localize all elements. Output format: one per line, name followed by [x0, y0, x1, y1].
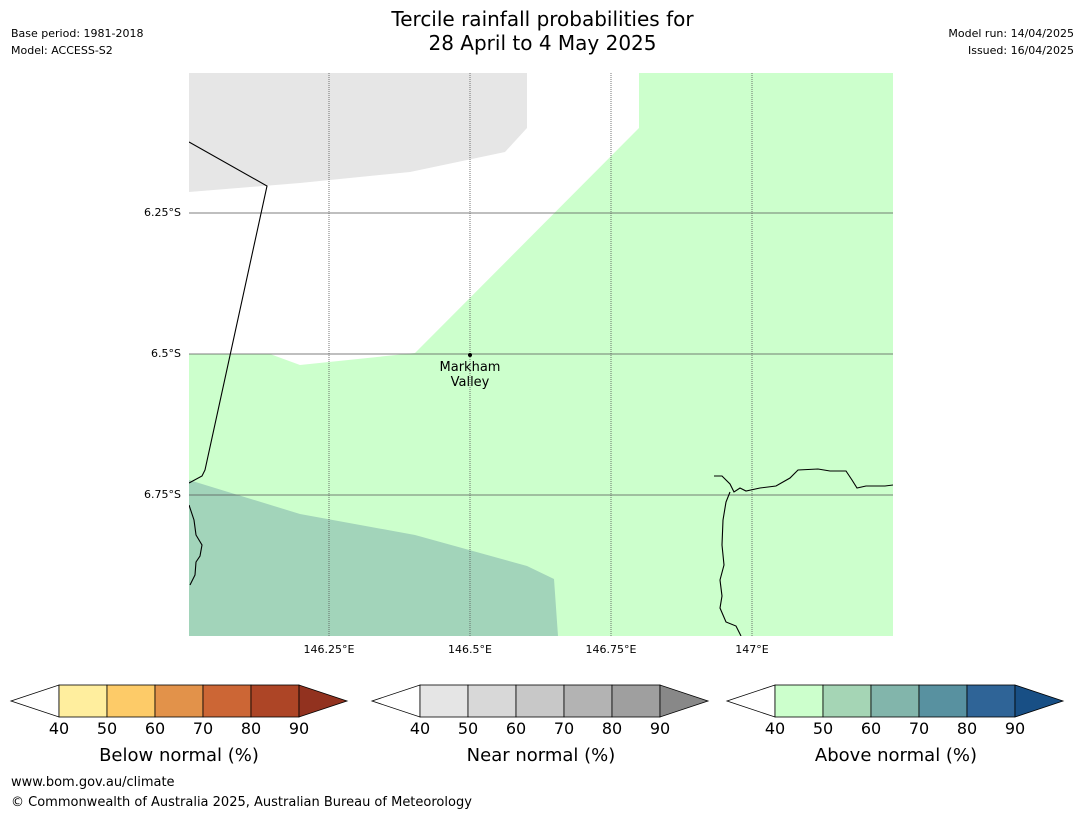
above-normal-50-region: [189, 480, 558, 636]
colorbar-segment: [515, 684, 565, 718]
colorbar-segment: [154, 684, 204, 718]
colorbar-segment: [870, 684, 920, 718]
colorbar-segment: [419, 684, 469, 718]
colorbar-tick-label: 50: [457, 719, 479, 738]
near-normal-region: [189, 73, 527, 192]
colorbar-tick-label: 70: [908, 719, 930, 738]
colorbar-tick-label: 40: [764, 719, 786, 738]
lon-label-146.5: 146.5°E: [448, 643, 492, 656]
colorbar-segment: [467, 684, 517, 718]
place-label-line1: Markham: [439, 360, 501, 375]
coastline-west: [189, 504, 203, 586]
colorbar-tick-label: 80: [956, 719, 978, 738]
colorbar-segment: [611, 684, 661, 718]
colorbar-segment: [966, 684, 1016, 718]
colorbar-segment: [563, 684, 613, 718]
lat-label-6.5: 6.5°S: [151, 347, 181, 360]
colorbar-tick-label: 70: [553, 719, 575, 738]
colorbar-tick-label: 90: [1004, 719, 1026, 738]
colorbar-tick-label: 40: [409, 719, 431, 738]
place-marker: [468, 353, 472, 357]
issued-text: Issued: 16/04/2025: [967, 44, 1074, 57]
colorbar-title-near-normal: Near normal (%): [466, 745, 616, 766]
colorbar-tick-label: 90: [649, 719, 671, 738]
colorbar-high-extend: [298, 684, 349, 718]
colorbar-high-extend: [659, 684, 710, 718]
province-border: [189, 141, 268, 484]
model-text: Model: ACCESS-S2: [11, 44, 113, 57]
colorbar-segment: [106, 684, 156, 718]
colorbar-tick-label: 60: [505, 719, 527, 738]
colorbar-tick-label: 60: [144, 719, 166, 738]
lon-label-146.75: 146.75°E: [585, 643, 637, 656]
colorbar-tick-label: 70: [192, 719, 214, 738]
lon-label-146.25: 146.25°E: [303, 643, 355, 656]
colorbar-segment: [822, 684, 872, 718]
colorbar-tick-label: 50: [812, 719, 834, 738]
colorbar-segment: [58, 684, 108, 718]
colorbar-low-extend: [370, 684, 421, 718]
colorbar-segment: [202, 684, 252, 718]
colorbar-tick-label: 90: [288, 719, 310, 738]
coastline-east: [714, 468, 893, 493]
colorbar-segment: [774, 684, 824, 718]
map-title-line2: 28 April to 4 May 2025: [428, 31, 657, 55]
colorbar-segment: [918, 684, 968, 718]
model-run-text: Model run: 14/04/2025: [948, 27, 1074, 40]
colorbar-above-normal: [725, 684, 1065, 718]
gridlines: [189, 73, 893, 636]
colorbar-segment: [250, 684, 300, 718]
map-title: Tercile rainfall probabilities for 28 Ap…: [0, 7, 1085, 55]
lon-label-147: 147°E: [735, 643, 769, 656]
colorbar-below-normal: [9, 684, 349, 718]
lat-label-6.75: 6.75°S: [144, 488, 181, 501]
colorbars: [9, 684, 1065, 718]
footer-copyright: © Commonwealth of Australia 2025, Austra…: [11, 795, 472, 810]
colorbar-high-extend: [1014, 684, 1065, 718]
map-title-line1: Tercile rainfall probabilities for: [391, 7, 694, 31]
colorbar-tick-label: 40: [48, 719, 70, 738]
lat-label-6.25: 6.25°S: [144, 206, 181, 219]
coastline-borders: [189, 141, 893, 636]
place-label-line2: Valley: [450, 375, 490, 390]
place-label: Markham Valley: [410, 360, 530, 390]
colorbar-tick-label: 60: [860, 719, 882, 738]
footer-website: www.bom.gov.au/climate: [11, 775, 175, 790]
colorbar-near-normal: [370, 684, 710, 718]
base-period-text: Base period: 1981-2018: [11, 27, 144, 40]
colorbar-low-extend: [9, 684, 60, 718]
colorbar-tick-label: 80: [601, 719, 623, 738]
colorbar-tick-label: 50: [96, 719, 118, 738]
river: [719, 491, 742, 636]
colorbar-title-below-normal: Below normal (%): [99, 745, 259, 766]
colorbar-title-above-normal: Above normal (%): [814, 745, 978, 766]
colorbar-tick-label: 80: [240, 719, 262, 738]
colorbar-low-extend: [725, 684, 776, 718]
